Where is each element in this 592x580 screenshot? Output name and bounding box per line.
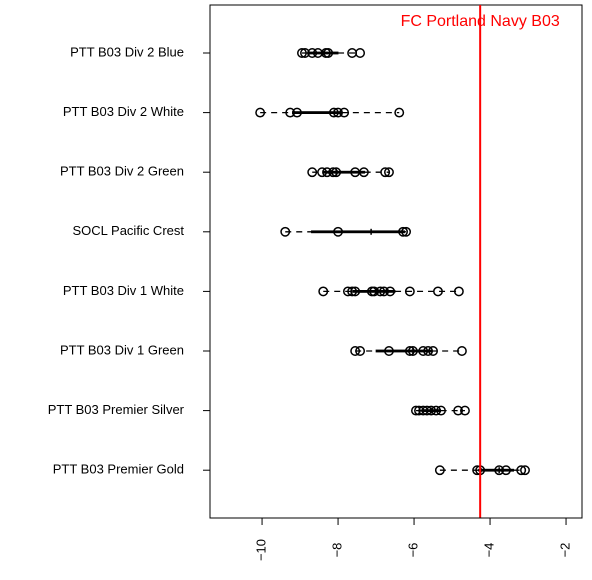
point: [404, 346, 415, 356]
x-tick-label: −6: [405, 543, 420, 558]
point: [426, 405, 437, 416]
point: [410, 405, 421, 416]
point: [501, 465, 511, 476]
point: [292, 107, 302, 118]
point: [375, 286, 386, 297]
box: [311, 230, 405, 234]
point: [323, 48, 334, 58]
point: [428, 346, 438, 356]
box: [478, 468, 515, 472]
point: [285, 107, 296, 118]
point: [342, 286, 353, 297]
y-tick-label: PTT B03 Div 2 White: [63, 104, 184, 119]
point: [453, 405, 464, 416]
y-tick-label: PTT B03 Div 2 Green: [60, 164, 184, 179]
point: [300, 48, 310, 58]
point: [384, 346, 394, 356]
point: [280, 226, 291, 237]
point: [331, 167, 342, 178]
x-tick-label: −8: [329, 543, 344, 558]
point: [350, 346, 361, 356]
point: [318, 286, 329, 297]
point: [355, 346, 366, 356]
point: [394, 107, 405, 118]
point: [404, 286, 415, 297]
y-tick-label: PTT B03 Premier Silver: [48, 402, 185, 417]
point: [401, 226, 412, 237]
y-tick-label: PTT B03 Div 1 Green: [60, 342, 184, 357]
point: [339, 107, 350, 118]
plot-area: FC Portland Navy B03: [255, 5, 560, 518]
point: [297, 48, 307, 58]
point: [380, 167, 391, 178]
point: [456, 346, 467, 356]
point: [347, 286, 358, 297]
point: [398, 226, 408, 237]
box: [375, 349, 432, 353]
point: [333, 226, 344, 237]
point: [333, 107, 344, 118]
y-tick-label: PTT B03 Div 1 White: [63, 283, 184, 298]
y-tick-label: SOCL Pacific Crest: [73, 223, 185, 238]
point: [431, 405, 442, 416]
x-tick-label: −2: [557, 543, 572, 558]
plot-frame: [209, 4, 583, 519]
point: [407, 346, 418, 356]
point: [423, 346, 434, 356]
point: [307, 48, 318, 58]
point: [317, 167, 328, 178]
point: [379, 286, 389, 297]
point: [460, 405, 470, 416]
point: [433, 286, 443, 297]
point: [307, 167, 318, 178]
point: [494, 465, 505, 476]
point: [328, 167, 339, 178]
point: [328, 107, 339, 118]
point: [418, 346, 429, 356]
point: [369, 286, 380, 297]
point: [350, 286, 361, 297]
point: [516, 465, 527, 476]
x-tick-label: −10: [253, 539, 268, 561]
y-tick-label: PTT B03 Premier Gold: [53, 462, 184, 477]
point: [384, 167, 394, 178]
y-tick-label: PTT B03 Div 2 Blue: [70, 44, 184, 59]
point: [355, 48, 366, 58]
point: [453, 286, 464, 297]
point: [520, 465, 530, 476]
point: [434, 465, 445, 476]
point: [385, 286, 396, 297]
x-tick-label: −4: [481, 543, 496, 558]
reference-label: FC Portland Navy B03: [401, 13, 560, 30]
point: [255, 107, 266, 118]
point: [358, 167, 369, 178]
point: [436, 405, 446, 416]
point: [472, 465, 483, 476]
